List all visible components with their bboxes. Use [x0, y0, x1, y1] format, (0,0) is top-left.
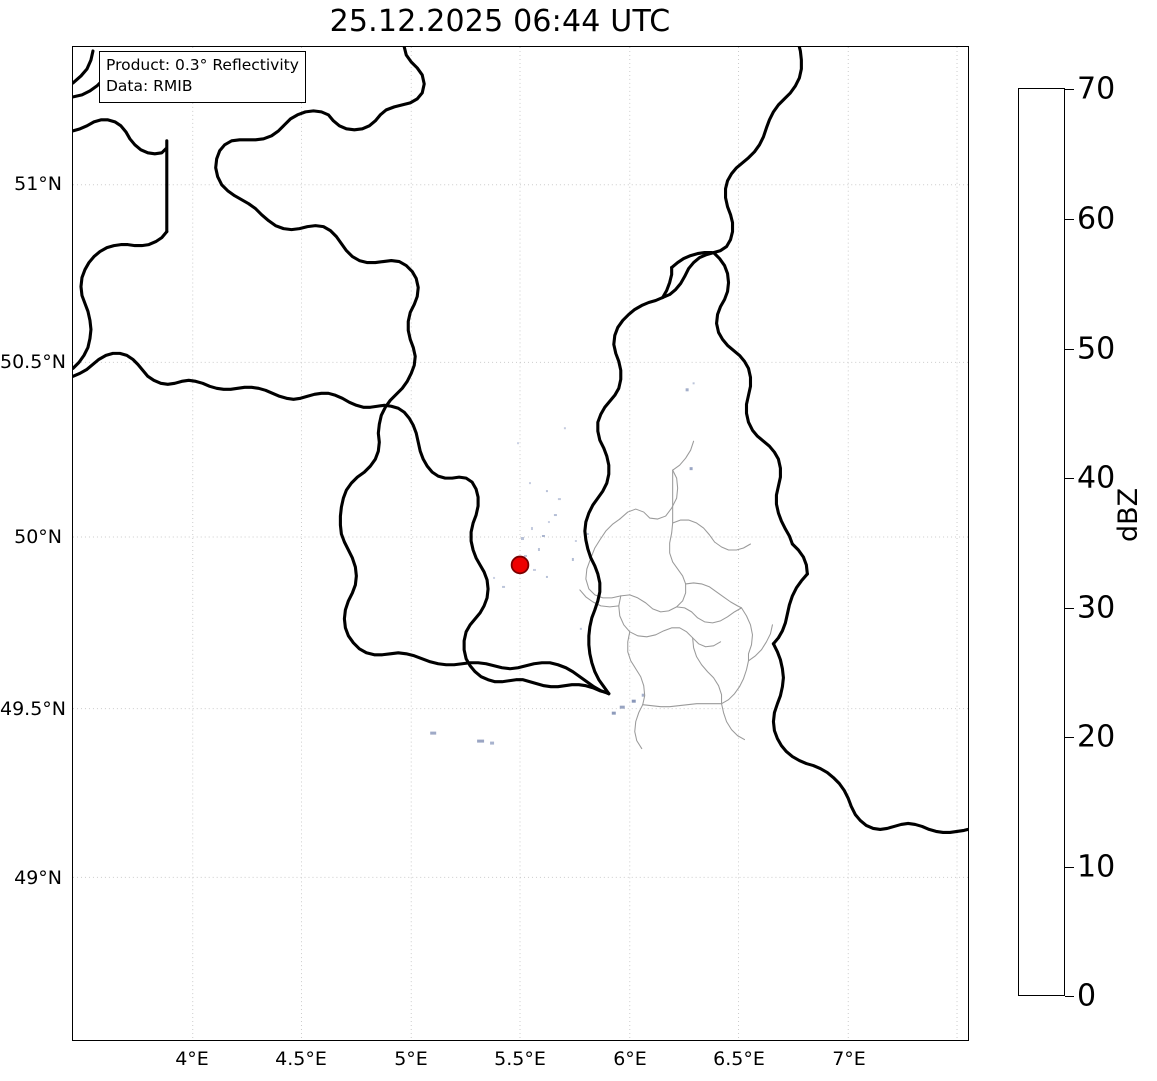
radar-site-marker[interactable] — [510, 555, 530, 575]
xtick-label-1: 4.5°E — [275, 1048, 327, 1070]
xtick-label-4: 6°E — [613, 1048, 647, 1070]
map-plot-area[interactable]: Product: 0.3° Reflectivity Data: RMIB — [72, 46, 969, 1041]
info-data-line: Data: RMIB — [106, 77, 193, 96]
ytick-label-1: 50.5°N — [0, 351, 67, 373]
grid-lines — [73, 47, 968, 1040]
xtick-label-2: 5°E — [394, 1048, 428, 1070]
colorbar-tick-label-60: 60 — [1077, 201, 1116, 237]
colorbar-tick-line-20 — [1065, 737, 1074, 738]
ytick-label-2: 50°N — [14, 526, 62, 548]
country-borders — [73, 47, 968, 834]
colorbar-tick-label-50: 50 — [1077, 331, 1116, 367]
ytick-label-4: 49°N — [14, 867, 62, 889]
page-title: 25.12.2025 06:44 UTC — [329, 4, 671, 39]
colorbar-tick-label-30: 30 — [1077, 590, 1116, 626]
colorbar[interactable] — [1018, 88, 1065, 996]
ytick-label-0: 51°N — [14, 173, 62, 195]
subregion-boundaries — [579, 440, 773, 750]
colorbar-tick-label-10: 10 — [1077, 849, 1116, 885]
colorbar-tick-line-10 — [1065, 867, 1074, 868]
xtick-label-0: 4°E — [175, 1048, 209, 1070]
colorbar-tick-label-40: 40 — [1077, 460, 1116, 496]
colorbar-tick-line-70 — [1065, 89, 1074, 90]
product-info-box: Product: 0.3° Reflectivity Data: RMIB — [99, 51, 306, 103]
info-product-line: Product: 0.3° Reflectivity — [106, 56, 299, 74]
colorbar-tick-line-0 — [1065, 996, 1074, 997]
colorbar-tick-line-50 — [1065, 349, 1074, 350]
xtick-label-5: 6.5°E — [713, 1048, 765, 1070]
colorbar-axis-label: dBZ — [1113, 487, 1144, 542]
colorbar-tick-label-0: 0 — [1077, 978, 1097, 1014]
ytick-label-3: 49.5°N — [0, 698, 67, 720]
colorbar-tick-line-40 — [1065, 478, 1074, 479]
xtick-label-6: 7°E — [832, 1048, 866, 1070]
map-canvas — [73, 47, 968, 1040]
colorbar-tick-line-60 — [1065, 219, 1074, 220]
radar-echo-pixels — [430, 382, 695, 745]
colorbar-tick-label-70: 70 — [1077, 71, 1116, 107]
colorbar-tick-line-30 — [1065, 608, 1074, 609]
colorbar-tick-label-20: 20 — [1077, 719, 1116, 755]
xtick-label-3: 5.5°E — [494, 1048, 546, 1070]
